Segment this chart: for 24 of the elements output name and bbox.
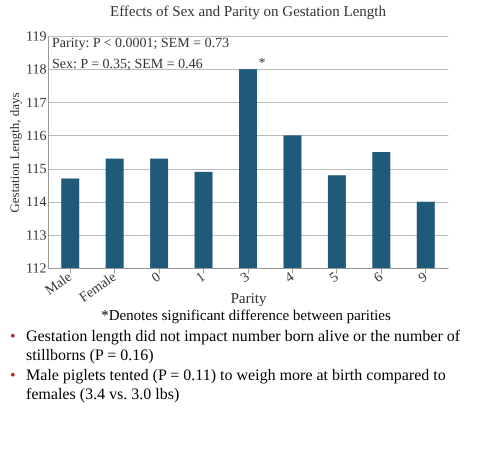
chart-title: Effects of Sex and Parity on Gestation Length — [110, 4, 386, 20]
x-tick-label: 4 — [282, 270, 298, 286]
annotation: Sex: P = 0.35; SEM = 0.46 — [52, 57, 203, 72]
y-axis-title: Gestation Length, days — [7, 92, 22, 213]
text: • Gestation length did not impact number born alive or the number of stillborns (P = 0.16) — [10, 327, 462, 365]
x-tick-label: 0 — [149, 270, 164, 286]
y-tick-label: 112 — [26, 262, 46, 276]
x-tick-label: 3 — [238, 270, 253, 286]
text: *Denotes significant difference between parities — [100, 308, 392, 325]
y-tick-label: 116 — [26, 128, 46, 144]
y-tick-label: 117 — [26, 96, 46, 111]
x-tick-label: 6 — [372, 270, 386, 286]
annotation: * — [258, 56, 266, 72]
x-tick-label: 9 — [416, 270, 430, 286]
annotation: Parity: P < 0.0001; SEM = 0.73 — [52, 36, 230, 51]
y-tick-label: 119 — [26, 30, 46, 44]
x-tick-label: 5 — [327, 270, 342, 286]
y-tick-label: 115 — [26, 162, 46, 178]
x-axis-title: Parity — [230, 290, 267, 307]
y-tick-label: 118 — [26, 62, 46, 78]
x-tick-label: 1 — [194, 270, 208, 286]
text: • Male piglets tented (P = 0.11) to weigh more at birth compared to females (3.4 vs. 3.0 lbs) — [10, 366, 447, 404]
y-tick-label: 114 — [26, 195, 46, 210]
y-tick-label: 113 — [26, 228, 46, 244]
